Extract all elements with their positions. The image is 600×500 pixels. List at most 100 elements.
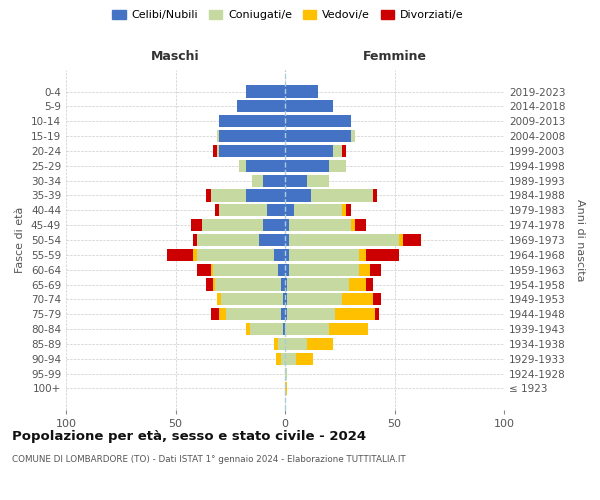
Bar <box>342 145 346 157</box>
Bar <box>213 264 278 276</box>
Bar <box>278 338 285 350</box>
Bar <box>329 323 368 335</box>
Bar <box>220 130 285 142</box>
Bar <box>311 190 373 202</box>
Bar <box>268 204 285 216</box>
Bar <box>329 160 346 172</box>
Bar <box>285 174 307 186</box>
Bar <box>202 219 263 231</box>
Bar <box>213 278 215 290</box>
Bar <box>375 308 379 320</box>
Bar <box>263 219 285 231</box>
Bar <box>289 249 359 261</box>
Bar <box>285 249 289 261</box>
Bar <box>274 249 285 261</box>
Bar <box>285 308 287 320</box>
Bar <box>342 294 373 306</box>
Bar <box>220 115 285 128</box>
Bar <box>285 352 296 365</box>
Bar <box>285 145 333 157</box>
Bar <box>285 278 287 290</box>
Bar <box>211 190 245 202</box>
Bar <box>252 174 263 186</box>
Bar <box>285 234 289 246</box>
Bar <box>285 130 351 142</box>
Bar <box>217 294 221 306</box>
Bar <box>206 278 213 290</box>
Bar <box>263 174 285 186</box>
Bar <box>346 204 350 216</box>
Bar <box>285 382 287 394</box>
Bar <box>281 308 285 320</box>
Bar <box>370 264 382 276</box>
Bar <box>221 294 283 306</box>
Bar <box>245 190 285 202</box>
Bar <box>220 145 285 157</box>
Bar <box>281 278 285 290</box>
Bar <box>167 249 193 261</box>
Bar <box>237 100 285 112</box>
Bar <box>285 294 287 306</box>
Bar <box>274 338 278 350</box>
Bar <box>285 204 294 216</box>
Bar <box>276 352 281 365</box>
Bar <box>193 234 197 246</box>
Y-axis label: Anni di nascita: Anni di nascita <box>575 198 585 281</box>
Bar <box>191 219 202 231</box>
Bar <box>285 115 351 128</box>
Bar <box>403 234 421 246</box>
Bar <box>285 160 329 172</box>
Bar <box>197 249 274 261</box>
Bar <box>307 338 333 350</box>
Bar <box>206 190 211 202</box>
Bar <box>285 338 307 350</box>
Bar <box>289 234 399 246</box>
Legend: Celibi/Nubili, Coniugati/e, Vedovi/e, Divorziati/e: Celibi/Nubili, Coniugati/e, Vedovi/e, Di… <box>108 6 468 25</box>
Bar <box>220 308 226 320</box>
Bar <box>285 219 289 231</box>
Bar <box>294 204 342 216</box>
Bar <box>226 308 281 320</box>
Bar <box>211 308 220 320</box>
Bar <box>296 352 313 365</box>
Text: Femmine: Femmine <box>362 50 427 63</box>
Bar <box>285 100 333 112</box>
Bar <box>289 219 350 231</box>
Bar <box>283 323 285 335</box>
Bar <box>287 278 349 290</box>
Bar <box>349 278 366 290</box>
Bar <box>355 219 366 231</box>
Bar <box>342 204 346 216</box>
Bar <box>197 264 211 276</box>
Bar <box>285 190 311 202</box>
Bar <box>287 308 335 320</box>
Bar <box>217 130 220 142</box>
Bar <box>213 145 217 157</box>
Bar <box>366 249 399 261</box>
Bar <box>366 278 373 290</box>
Bar <box>211 264 213 276</box>
Bar <box>281 352 285 365</box>
Bar <box>285 323 329 335</box>
Bar <box>217 145 220 157</box>
Bar <box>285 86 318 98</box>
Bar <box>245 86 285 98</box>
Text: Popolazione per età, sesso e stato civile - 2024: Popolazione per età, sesso e stato civil… <box>12 430 366 443</box>
Bar <box>285 368 287 380</box>
Text: Maschi: Maschi <box>151 50 200 63</box>
Bar <box>359 264 370 276</box>
Bar <box>215 204 220 216</box>
Bar <box>239 160 245 172</box>
Bar <box>220 204 268 216</box>
Bar <box>359 249 366 261</box>
Bar <box>245 160 285 172</box>
Bar <box>399 234 403 246</box>
Bar <box>333 145 342 157</box>
Bar <box>285 264 289 276</box>
Text: COMUNE DI LOMBARDORE (TO) - Dati ISTAT 1° gennaio 2024 - Elaborazione TUTTITALIA: COMUNE DI LOMBARDORE (TO) - Dati ISTAT 1… <box>12 455 406 464</box>
Bar <box>215 278 281 290</box>
Bar <box>193 249 197 261</box>
Bar <box>289 264 359 276</box>
Bar <box>373 294 382 306</box>
Y-axis label: Fasce di età: Fasce di età <box>16 207 25 273</box>
